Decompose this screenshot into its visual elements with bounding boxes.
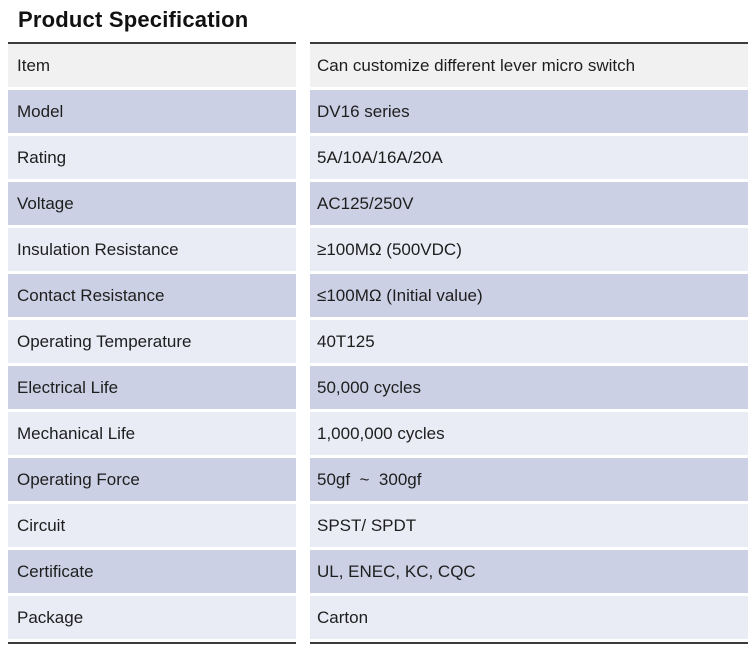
spec-label-cell: Circuit <box>8 504 296 547</box>
spec-value-cell: 50gf ~ 300gf <box>310 458 748 501</box>
spec-label-cell: Voltage <box>8 182 296 225</box>
column-gap <box>296 42 310 44</box>
column-gap <box>296 550 310 593</box>
spec-label-cell: Rating <box>8 136 296 179</box>
table-row-package: Package Carton <box>8 596 748 639</box>
spec-value-cell: Can customize different lever micro swit… <box>310 44 748 87</box>
table-row-rating: Rating 5A/10A/16A/20A <box>8 136 748 179</box>
spec-value-cell: AC125/250V <box>310 182 748 225</box>
product-specification-page: Product Specification Item Can customize… <box>0 6 754 650</box>
table-row-certificate: Certificate UL, ENEC, KC, CQC <box>8 550 748 593</box>
column-gap <box>296 458 310 501</box>
table-row-electrical-life: Electrical Life 50,000 cycles <box>8 366 748 409</box>
specification-table: Item Can customize different lever micro… <box>8 42 748 644</box>
spec-label-cell: Contact Resistance <box>8 274 296 317</box>
table-row-insulation-resistance: Insulation Resistance ≥100MΩ (500VDC) <box>8 228 748 271</box>
spec-value-cell: ≥100MΩ (500VDC) <box>310 228 748 271</box>
top-border-left-segment <box>8 42 296 44</box>
spec-value-cell: Carton <box>310 596 748 639</box>
table-row-voltage: Voltage AC125/250V <box>8 182 748 225</box>
table-row-model: Model DV16 series <box>8 90 748 133</box>
spec-label-cell: Mechanical Life <box>8 412 296 455</box>
table-row-mechanical-life: Mechanical Life 1,000,000 cycles <box>8 412 748 455</box>
spec-label-cell: Electrical Life <box>8 366 296 409</box>
column-gap <box>296 182 310 225</box>
spec-value-cell: 5A/10A/16A/20A <box>310 136 748 179</box>
table-row-circuit: Circuit SPST/ SPDT <box>8 504 748 547</box>
column-gap <box>296 642 310 644</box>
table-row-contact-resistance: Contact Resistance ≤100MΩ (Initial value… <box>8 274 748 317</box>
column-gap <box>296 228 310 271</box>
column-gap <box>296 412 310 455</box>
spec-value-cell: SPST/ SPDT <box>310 504 748 547</box>
column-gap <box>296 504 310 547</box>
column-gap <box>296 320 310 363</box>
page-title: Product Specification <box>18 7 249 32</box>
column-gap <box>296 136 310 179</box>
column-gap <box>296 274 310 317</box>
spec-label-cell: Item <box>8 44 296 87</box>
spec-label-cell: Model <box>8 90 296 133</box>
spec-value-cell: ≤100MΩ (Initial value) <box>310 274 748 317</box>
top-border-right-segment <box>310 42 748 44</box>
spec-label-cell: Insulation Resistance <box>8 228 296 271</box>
table-body: Item Can customize different lever micro… <box>8 44 748 639</box>
column-gap <box>296 90 310 133</box>
table-top-border <box>8 42 748 44</box>
column-gap <box>296 44 310 87</box>
table-row-operating-temperature: Operating Temperature 40T125 <box>8 320 748 363</box>
bottom-border-right-segment <box>310 642 748 644</box>
spec-label-cell: Certificate <box>8 550 296 593</box>
spec-label-cell: Operating Temperature <box>8 320 296 363</box>
column-gap <box>296 596 310 639</box>
spec-value-cell: 40T125 <box>310 320 748 363</box>
spec-value-cell: DV16 series <box>310 90 748 133</box>
column-gap <box>296 366 310 409</box>
spec-label-cell: Operating Force <box>8 458 296 501</box>
spec-value-cell: UL, ENEC, KC, CQC <box>310 550 748 593</box>
spec-label-cell: Package <box>8 596 296 639</box>
table-row-operating-force: Operating Force 50gf ~ 300gf <box>8 458 748 501</box>
table-bottom-border <box>8 642 748 644</box>
table-row-item: Item Can customize different lever micro… <box>8 44 748 87</box>
spec-value-cell: 50,000 cycles <box>310 366 748 409</box>
bottom-border-left-segment <box>8 642 296 644</box>
spec-value-cell: 1,000,000 cycles <box>310 412 748 455</box>
